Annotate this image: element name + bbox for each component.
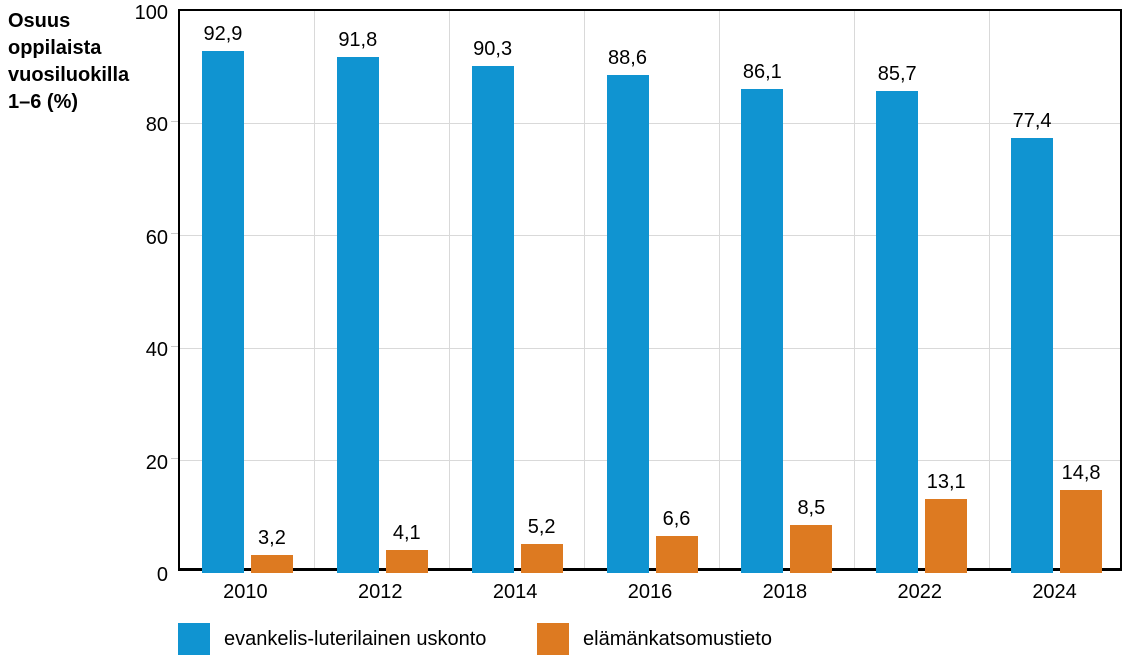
bar-value-label: 85,7 — [877, 63, 917, 86]
x-axis-label-2022: 2022 — [897, 581, 942, 603]
bar-value-label: 5,2 — [527, 515, 556, 538]
y-axis-tick-mark — [171, 120, 178, 122]
x-axis-label-2016: 2016 — [627, 581, 673, 603]
legend-swatch-elamankatsomustieto-icon — [537, 623, 569, 655]
y-axis-title-line: oppilaista — [8, 37, 102, 59]
y-axis-title-line: 1–6 (%) — [8, 91, 79, 113]
plot-area: 92,9 3,2 91,8 4,1 90,3 5,2 88,6 6,6 86,1 8,5 85,7 1… — [178, 9, 1122, 573]
gridline-category-separator — [584, 11, 586, 568]
legend-label-elamankatsomustieto: elämänkatsomustieto — [583, 628, 772, 650]
x-axis-label-2012: 2012 — [358, 581, 403, 603]
bar-value-label: 88,6 — [608, 47, 647, 70]
legend-item-elamankatsomustieto: elämänkatsomustieto — [537, 622, 772, 656]
gridline-category-separator — [314, 11, 316, 568]
bar-uskonto-2016 — [606, 75, 649, 573]
bar-uskonto-2012 — [336, 57, 379, 573]
y-axis-tick-label-20: 20 — [145, 451, 168, 474]
legend-label-uskonto: evankelis-luterilainen uskonto — [224, 628, 487, 650]
bar-uskonto-2024 — [1011, 138, 1054, 573]
y-axis-tick-label-40: 40 — [145, 339, 168, 362]
bar-value-label: 4,1 — [392, 521, 421, 544]
bar-value-label: 91,8 — [338, 29, 378, 52]
y-axis-tick-label-80: 80 — [145, 114, 168, 137]
y-axis-tick-label-100: 100 — [134, 2, 168, 24]
gridline-y-20 — [180, 460, 1120, 462]
bar-value-label: 6,6 — [662, 507, 691, 530]
bar-value-label: 92,9 — [203, 22, 243, 45]
bar-uskonto-2010 — [201, 50, 244, 573]
bar-elamankatsomustieto-2016 — [655, 535, 698, 573]
bar-uskonto-2014 — [471, 65, 514, 573]
bar-elamankatsomustieto-2022 — [925, 499, 968, 573]
bar-value-label: 3,2 — [258, 527, 286, 550]
x-axis-label-2014: 2014 — [492, 581, 538, 603]
bar-value-label: 13,1 — [926, 471, 966, 494]
y-axis-title: Osuus oppilaista vuosiluokilla 1–6 (%) — [8, 8, 173, 116]
gridline-category-separator — [988, 11, 990, 568]
bar-elamankatsomustieto-2024 — [1060, 489, 1103, 573]
legend-swatch-uskonto-icon — [178, 623, 210, 655]
bar-value-label: 77,4 — [1012, 110, 1052, 132]
y-axis-tick-mark — [171, 458, 178, 460]
bar-value-label: 90,3 — [473, 37, 513, 60]
gridline-category-separator — [718, 11, 720, 568]
bar-value-label: 8,5 — [797, 497, 826, 520]
gridline-y-40 — [180, 347, 1120, 349]
y-axis-tick-mark — [171, 345, 178, 347]
gridline-y-60 — [180, 235, 1120, 237]
gridline-y-80 — [180, 122, 1120, 124]
legend-item-uskonto: evankelis-luterilainen uskonto — [178, 622, 486, 656]
gridline-category-separator — [853, 11, 855, 568]
bar-uskonto-2022 — [876, 91, 919, 573]
y-axis-tick-label-0: 0 — [156, 564, 168, 586]
gridline-category-separator — [449, 11, 451, 568]
y-axis-title-line: vuosiluokilla — [8, 64, 130, 86]
bar-elamankatsomustieto-2018 — [790, 525, 833, 573]
y-axis-tick-label-60: 60 — [145, 226, 168, 249]
y-axis-title-line: Osuus — [8, 10, 71, 32]
bar-elamankatsomustieto-2012 — [385, 549, 428, 573]
legend: evankelis-luterilainen uskonto elämänkat… — [0, 622, 1130, 658]
bar-elamankatsomustieto-2010 — [250, 555, 293, 573]
x-axis-label-2024: 2024 — [1032, 581, 1077, 603]
bar-value-label: 86,1 — [742, 61, 782, 84]
x-axis-label-2018: 2018 — [762, 581, 808, 603]
bar-elamankatsomustieto-2014 — [520, 543, 563, 573]
y-axis-tick-mark — [171, 233, 178, 235]
bar-value-label: 14,8 — [1061, 461, 1101, 484]
bar-uskonto-2018 — [741, 89, 784, 573]
x-axis-label-2010: 2010 — [223, 581, 268, 603]
